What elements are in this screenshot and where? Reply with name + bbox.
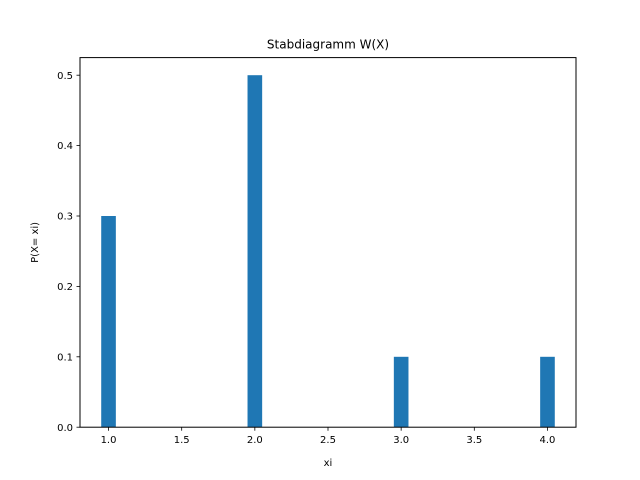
bar bbox=[540, 356, 555, 428]
y-tick-label: 0.3 bbox=[57, 212, 73, 223]
chart-title: Stabdiagramm W(X) bbox=[267, 38, 389, 52]
x-tick-label: 2.5 bbox=[320, 435, 336, 446]
bar bbox=[101, 216, 116, 428]
x-tick-label: 3.0 bbox=[393, 435, 409, 446]
y-tick-label: 0.5 bbox=[57, 71, 73, 82]
x-axis-label: xi bbox=[324, 458, 333, 469]
y-tick-label: 0.1 bbox=[57, 352, 73, 363]
x-axis: 1.0 1.5 2.0 2.5 3.0 3.5 4.0 bbox=[101, 427, 556, 446]
bar-series bbox=[101, 75, 555, 428]
y-tick-label: 0.0 bbox=[57, 423, 73, 434]
x-tick-label: 1.0 bbox=[101, 435, 117, 446]
y-tick-label: 0.4 bbox=[57, 141, 73, 152]
x-tick-label: 2.0 bbox=[247, 435, 263, 446]
x-tick-label: 1.5 bbox=[174, 435, 190, 446]
x-tick-label: 4.0 bbox=[540, 435, 556, 446]
y-axis-label: P(X= xi) bbox=[30, 222, 41, 263]
y-axis: 0.0 0.1 0.2 0.3 0.4 0.5 bbox=[57, 71, 80, 434]
plot-frame bbox=[79, 57, 577, 428]
x-tick-label: 3.5 bbox=[466, 435, 482, 446]
bar bbox=[247, 75, 263, 428]
y-tick-label: 0.2 bbox=[57, 282, 73, 293]
bar bbox=[393, 356, 409, 428]
